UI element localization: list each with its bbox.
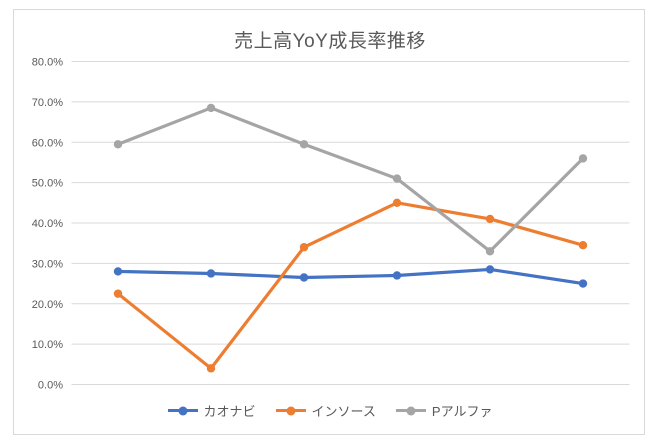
data-point-p-alpha-5 — [485, 247, 495, 256]
data-point-insource-6 — [578, 241, 588, 250]
legend-item-p-alpha: Pアルファ — [395, 401, 493, 420]
legend-label-p-alpha: Pアルファ — [431, 404, 493, 419]
legend-label-insource: インソース — [311, 404, 376, 419]
data-point-insource-1 — [113, 289, 123, 298]
data-point-insource-4 — [392, 198, 402, 208]
data-point-p-alpha-4 — [392, 174, 402, 183]
y-tick-label-20: 20.0% — [32, 299, 63, 311]
y-tick-label-10: 10.0% — [32, 339, 63, 351]
data-point-insource-3 — [299, 243, 309, 252]
data-point-insource-5 — [485, 214, 495, 224]
chart-title: 売上高YoY成長率推移 — [234, 31, 426, 52]
y-tick-label-80: 80.0% — [32, 57, 63, 69]
legend: カオナビ インソース Pアルファ — [0, 401, 660, 420]
series-line-kaonavi — [116, 267, 585, 286]
data-point-kaonavi-3 — [299, 273, 309, 282]
data-point-kaonavi-4 — [392, 271, 402, 280]
data-point-p-alpha-6 — [578, 154, 588, 163]
y-tick-label-0: 0.0% — [38, 380, 63, 392]
legend-line-marker-p-alpha — [395, 409, 426, 412]
y-tick-label-60: 60.0% — [32, 137, 63, 149]
data-point-p-alpha-1 — [113, 140, 123, 149]
legend-item-insource: インソース — [275, 401, 376, 420]
data-point-p-alpha-2 — [206, 103, 216, 113]
series-line-insource — [116, 201, 585, 370]
data-point-kaonavi-1 — [113, 267, 123, 276]
y-tick-label-30: 30.0% — [32, 258, 63, 270]
series-line-p-alpha — [116, 106, 585, 253]
data-point-p-alpha-3 — [299, 140, 309, 149]
legend-line-marker-insource — [275, 409, 306, 412]
data-point-insource-2 — [206, 364, 216, 373]
chart-frame — [13, 9, 645, 435]
legend-line-marker-kaonavi — [167, 409, 198, 412]
y-tick-label-50: 50.0% — [32, 178, 63, 190]
legend-label-kaonavi: カオナビ — [203, 404, 256, 419]
y-tick-label-40: 40.0% — [32, 218, 63, 230]
data-point-kaonavi-6 — [578, 279, 588, 288]
data-point-kaonavi-5 — [485, 265, 495, 274]
data-point-kaonavi-2 — [206, 269, 216, 278]
legend-item-kaonavi: カオナビ — [167, 401, 256, 420]
y-tick-label-70: 70.0% — [32, 97, 63, 109]
